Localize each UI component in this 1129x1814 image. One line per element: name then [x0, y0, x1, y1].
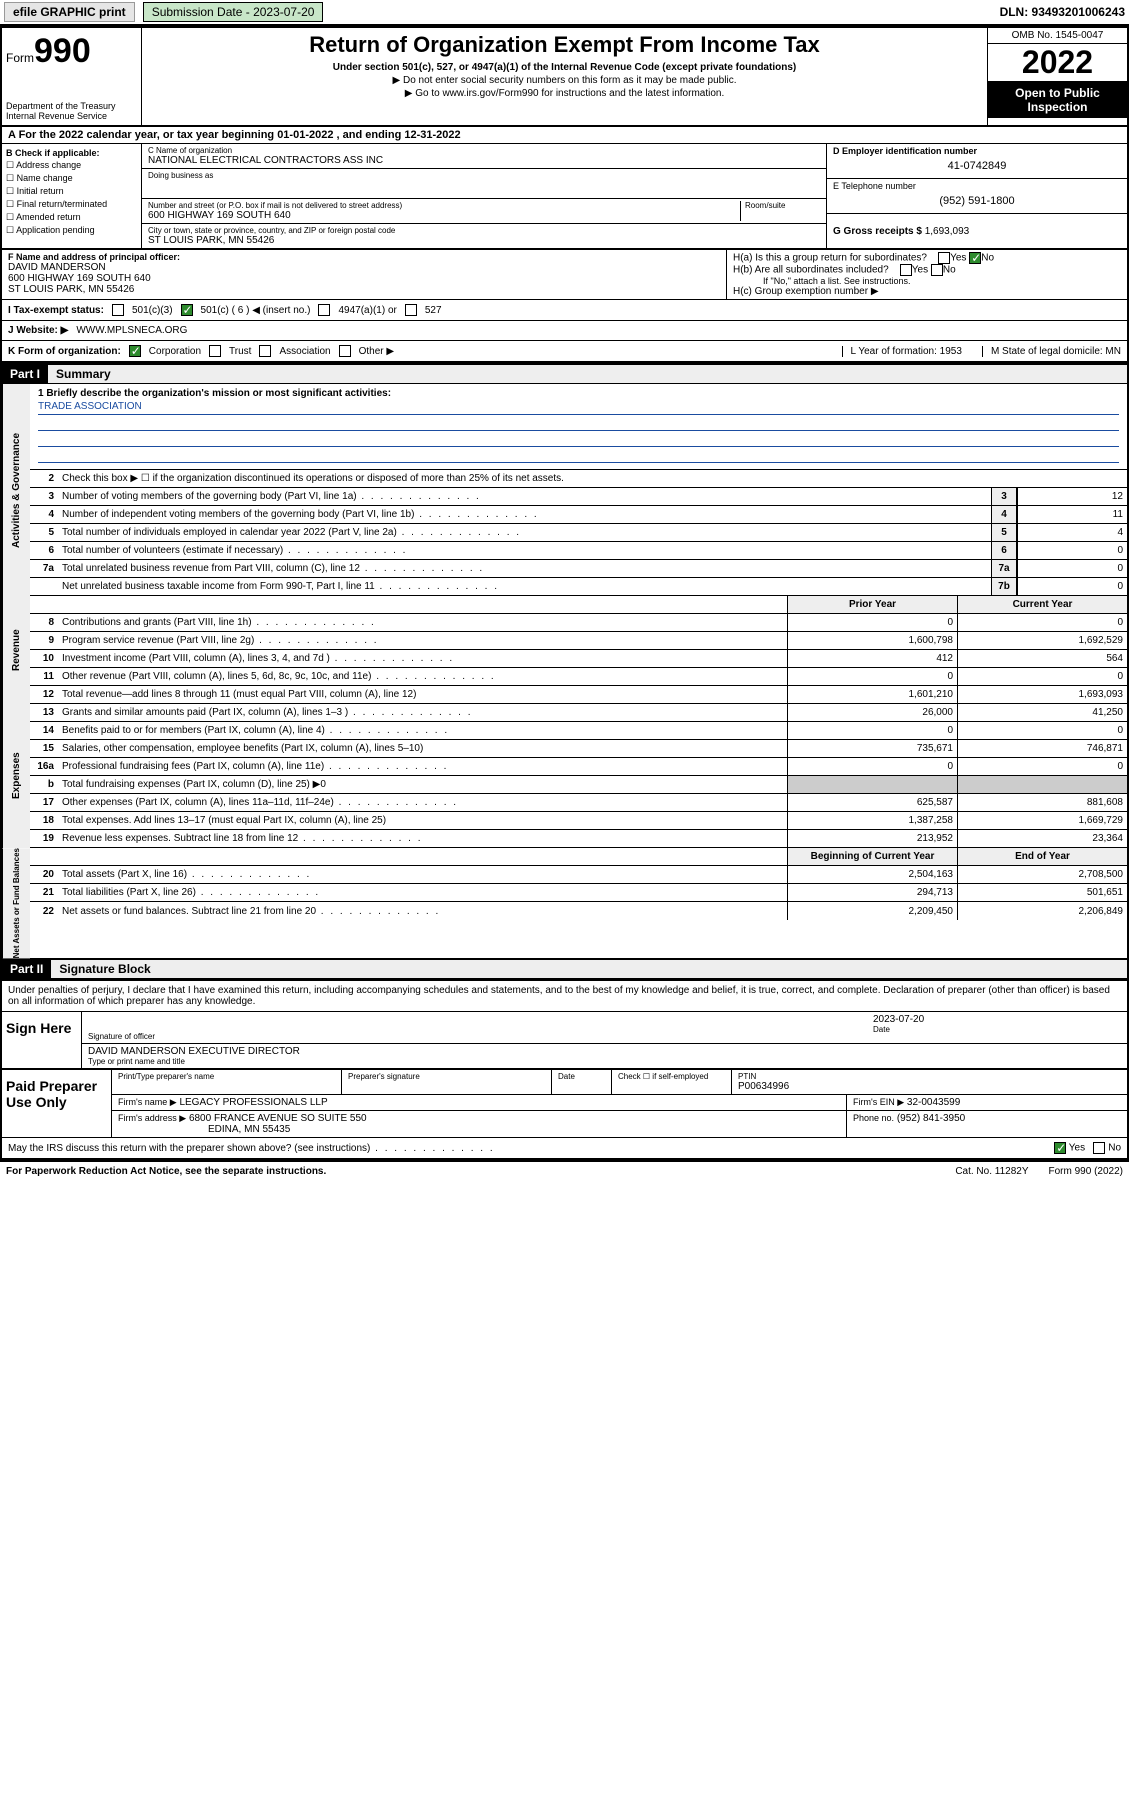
other-check[interactable] [339, 345, 351, 357]
v7a: 0 [1017, 560, 1127, 577]
527-check[interactable] [405, 304, 417, 316]
box-c: C Name of organizationNATIONAL ELECTRICA… [142, 144, 827, 248]
form-subtitle: Under section 501(c), 527, or 4947(a)(1)… [150, 62, 979, 73]
check-initial-return[interactable]: ☐ Initial return [6, 186, 137, 197]
firm-ein: 32-0043599 [907, 1097, 960, 1108]
org-name: NATIONAL ELECTRICAL CONTRACTORS ASS INC [148, 155, 820, 166]
state-domicile: M State of legal domicile: MN [982, 346, 1121, 357]
tax-year: 2022 [988, 44, 1127, 82]
ha-yes[interactable] [938, 252, 950, 264]
dept-label: Department of the Treasury [6, 101, 137, 111]
org-address: 600 HIGHWAY 169 SOUTH 640 [148, 210, 740, 221]
may-irs-discuss: May the IRS discuss this return with the… [2, 1137, 1127, 1158]
topbar: efile GRAPHIC print Submission Date - 20… [0, 0, 1129, 26]
v5: 4 [1017, 524, 1127, 541]
period-line: A For the 2022 calendar year, or tax yea… [2, 127, 1127, 144]
activities-governance: Activities & Governance 1 Briefly descri… [2, 384, 1127, 596]
section-f-h: F Name and address of principal officer:… [2, 250, 1127, 300]
paid-preparer: Paid Preparer Use Only Print/Type prepar… [2, 1068, 1127, 1137]
irs-label: Internal Revenue Service [6, 111, 137, 121]
part2-header: Part IISignature Block [2, 958, 1127, 979]
hb-no[interactable] [931, 264, 943, 276]
officer-sig-name: DAVID MANDERSON EXECUTIVE DIRECTOR [88, 1046, 1121, 1057]
firm-name: LEGACY PROFESSIONALS LLP [179, 1097, 327, 1108]
revenue-section: Revenue Prior YearCurrent Year 8Contribu… [2, 596, 1127, 704]
year-formation: L Year of formation: 1953 [842, 346, 962, 357]
501c3-check[interactable] [112, 304, 124, 316]
v7b: 0 [1017, 578, 1127, 595]
part1-header: Part ISummary [2, 363, 1127, 384]
gross-receipts: 1,693,093 [925, 226, 970, 237]
check-app-pending[interactable]: ☐ Application pending [6, 225, 137, 236]
line-k: K Form of organization: Corporation Trus… [2, 341, 1127, 363]
form-frame: Form990 Department of the Treasury Inter… [0, 26, 1129, 1160]
form-note1: ▶ Do not enter social security numbers o… [150, 75, 979, 86]
corp-check[interactable] [129, 345, 141, 357]
officer-name: DAVID MANDERSON [8, 262, 720, 273]
hb-yes[interactable] [900, 264, 912, 276]
discuss-yes[interactable] [1054, 1142, 1066, 1154]
mission-text: TRADE ASSOCIATION [38, 401, 1119, 415]
v6: 0 [1017, 542, 1127, 559]
firm-addr: 6800 FRANCE AVENUE SO SUITE 550 [189, 1113, 367, 1124]
line-j: J Website: ▶ WWW.MPLSNECA.ORG [2, 321, 1127, 341]
form-title: Return of Organization Exempt From Incom… [150, 32, 979, 58]
501c-check[interactable] [181, 304, 193, 316]
ha-no[interactable] [969, 252, 981, 264]
phone: (952) 591-1800 [833, 191, 1121, 211]
submission-date: Submission Date - 2023-07-20 [143, 2, 324, 22]
website: WWW.MPLSNECA.ORG [76, 325, 187, 336]
sign-here: Sign Here Signature of officer 2023-07-2… [2, 1011, 1127, 1068]
check-name-change[interactable]: ☐ Name change [6, 173, 137, 184]
open-public-badge: Open to Public Inspection [988, 82, 1127, 118]
org-city: ST LOUIS PARK, MN 55426 [148, 235, 820, 246]
v4: 11 [1017, 506, 1127, 523]
entity-section: B Check if applicable: ☐ Address change … [2, 144, 1127, 250]
trust-check[interactable] [209, 345, 221, 357]
form-note2: ▶ Go to www.irs.gov/Form990 for instruct… [150, 88, 979, 99]
firm-phone: (952) 841-3950 [897, 1113, 965, 1124]
4947-check[interactable] [318, 304, 330, 316]
netassets-section: Net Assets or Fund Balances Beginning of… [2, 848, 1127, 958]
page-footer: For Paperwork Reduction Act Notice, see … [0, 1160, 1129, 1181]
box-de: D Employer identification number41-07428… [827, 144, 1127, 248]
form-header: Form990 Department of the Treasury Inter… [2, 28, 1127, 127]
box-b: B Check if applicable: ☐ Address change … [2, 144, 142, 248]
efile-button[interactable]: efile GRAPHIC print [4, 2, 135, 22]
sig-date: 2023-07-20 [873, 1014, 1121, 1025]
assoc-check[interactable] [259, 345, 271, 357]
omb-number: OMB No. 1545-0047 [988, 28, 1127, 44]
ein: 41-0742849 [833, 156, 1121, 176]
v3: 12 [1017, 488, 1127, 505]
expenses-section: Expenses 13Grants and similar amounts pa… [2, 704, 1127, 848]
form-number-box: Form990 Department of the Treasury Inter… [2, 28, 142, 125]
check-final-return[interactable]: ☐ Final return/terminated [6, 199, 137, 210]
check-amended[interactable]: ☐ Amended return [6, 212, 137, 223]
ptin: P00634996 [738, 1081, 1121, 1092]
check-address-change[interactable]: ☐ Address change [6, 160, 137, 171]
line-i: I Tax-exempt status: 501(c)(3) 501(c) ( … [2, 300, 1127, 321]
discuss-no[interactable] [1093, 1142, 1105, 1154]
dln: DLN: 93493201006243 [1000, 5, 1125, 19]
sig-declaration: Under penalties of perjury, I declare th… [2, 979, 1127, 1011]
